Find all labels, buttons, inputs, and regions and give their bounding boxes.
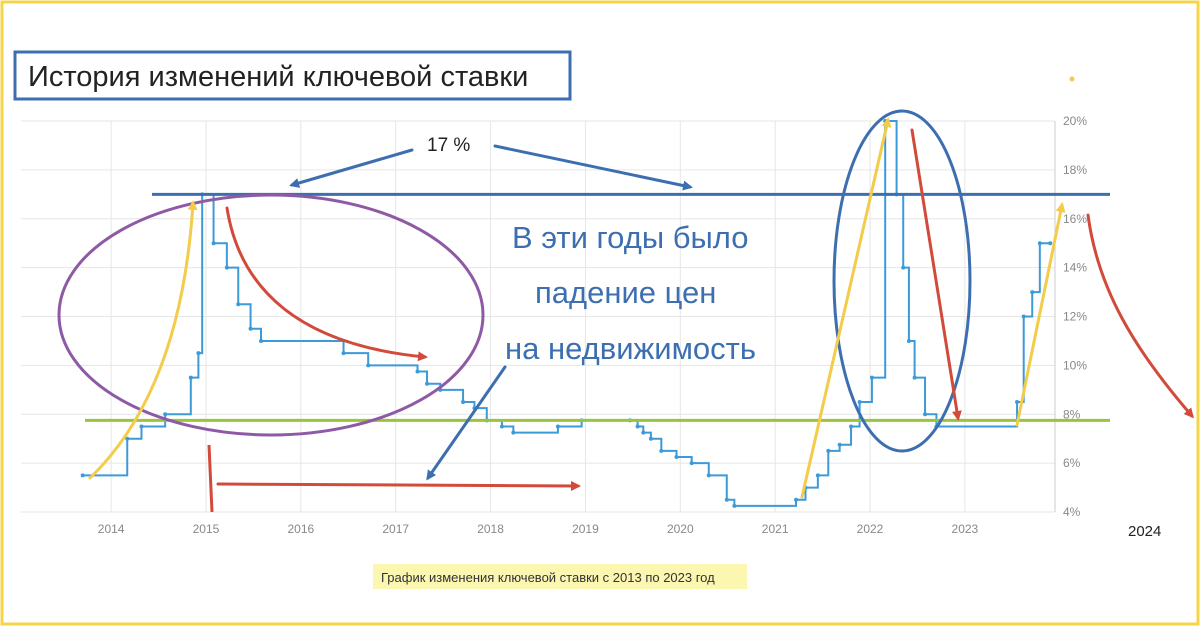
period-marker-line — [207, 444, 214, 513]
rate-point — [826, 448, 831, 453]
rate-point — [869, 375, 874, 380]
rate-point — [815, 473, 820, 478]
rate-point — [341, 351, 346, 356]
rate-point — [415, 369, 420, 374]
y-tick-label: 4% — [1063, 505, 1081, 519]
rate-point — [461, 400, 466, 405]
rise-arrow-2022 — [800, 117, 892, 499]
rate-point — [1037, 241, 1042, 246]
rate-point — [849, 424, 854, 429]
rate-point — [188, 375, 193, 380]
level-arrow-right — [493, 144, 693, 191]
rate-point — [236, 302, 241, 307]
y-tick-label: 6% — [1063, 456, 1081, 470]
y-tick-label: 12% — [1063, 310, 1087, 324]
rise-arrow-2023 — [1015, 202, 1066, 427]
highlight-ellipse-2022 — [832, 109, 972, 453]
text-pointer-arrow — [426, 365, 507, 481]
rate-point — [724, 497, 729, 502]
rate-point — [499, 424, 504, 429]
x-tick-label: 2023 — [952, 522, 979, 536]
rate-point — [125, 436, 130, 441]
x-tick-label: 2020 — [667, 522, 694, 536]
rate-point — [901, 265, 906, 270]
x-tick-label: 2015 — [193, 522, 220, 536]
x-tick-label: 2018 — [477, 522, 504, 536]
rise-arrow-2014 — [88, 200, 198, 480]
rate-point — [923, 412, 928, 417]
fall-arrow-2024 — [1086, 213, 1194, 419]
rate-point — [163, 412, 168, 417]
rate-point — [794, 497, 799, 502]
rate-point — [648, 436, 653, 441]
x-tick-label: 2022 — [857, 522, 884, 536]
rate-point — [511, 430, 516, 435]
rate-point — [1015, 400, 1020, 405]
annotation-layer — [57, 109, 1194, 513]
period-arrow — [216, 480, 581, 491]
rate-point — [912, 375, 917, 380]
rate-point — [1021, 314, 1026, 319]
level-arrow-left — [289, 148, 414, 188]
rate-point — [80, 473, 85, 478]
chart-caption: График изменения ключевой ставки с 2013 … — [381, 570, 715, 585]
rate-point — [1030, 290, 1035, 295]
rate-point — [674, 455, 679, 460]
rate-point — [706, 473, 711, 478]
y-axis-ticks: 4% 6% 8% 10% 12% 14% 16% 18% 20% — [1063, 114, 1087, 519]
rate-point — [906, 338, 911, 343]
x-tick-label: 2014 — [98, 522, 125, 536]
annotation-line-1: В эти годы было — [512, 220, 748, 255]
rate-series-line — [82, 120, 1051, 507]
annotation-line-2: падение цен — [535, 275, 716, 310]
rate-point — [196, 351, 201, 356]
level-label: 17 % — [427, 135, 470, 156]
y-tick-label: 18% — [1063, 163, 1087, 177]
x-tick-label: 2016 — [287, 522, 314, 536]
chart-title: История изменений ключевой ставки — [28, 61, 528, 93]
x-tick-label: 2017 — [382, 522, 409, 536]
caption-box — [373, 564, 747, 589]
rate-point — [689, 461, 694, 466]
title-box — [13, 50, 572, 101]
rate-point — [659, 448, 664, 453]
y-tick-label: 14% — [1063, 261, 1087, 275]
rate-point — [259, 338, 264, 343]
x-axis-ticks: 2014 2015 2016 2017 2018 2019 2020 2021 2022 2023 — [98, 522, 979, 536]
x-tick-label: 2021 — [762, 522, 789, 536]
y-tick-label: 16% — [1063, 212, 1087, 226]
y-tick-label: 20% — [1063, 114, 1087, 128]
fall-arrow-2015 — [225, 206, 428, 362]
dot-decoration — [1069, 76, 1075, 82]
y-tick-label: 10% — [1063, 358, 1087, 372]
rate-point — [248, 326, 253, 331]
rate-point — [732, 503, 737, 508]
rate-point — [555, 424, 560, 429]
rate-point — [1048, 241, 1053, 246]
rate-point — [857, 400, 862, 405]
rate-point — [635, 424, 640, 429]
rate-point — [641, 430, 646, 435]
rate-point — [224, 265, 229, 270]
annotation-line-3: на недвижимость — [505, 331, 756, 366]
highlight-ellipse-2014-2017 — [57, 193, 485, 437]
y-tick-label: 8% — [1063, 407, 1081, 421]
rate-point — [425, 381, 430, 386]
rate-point — [837, 442, 842, 447]
fall-arrow-2022 — [910, 128, 962, 421]
rate-point — [139, 424, 144, 429]
rate-point — [366, 363, 371, 368]
rate-point — [211, 241, 216, 246]
x-tick-label: 2019 — [572, 522, 599, 536]
extra-year-label: 2024 — [1128, 523, 1161, 540]
